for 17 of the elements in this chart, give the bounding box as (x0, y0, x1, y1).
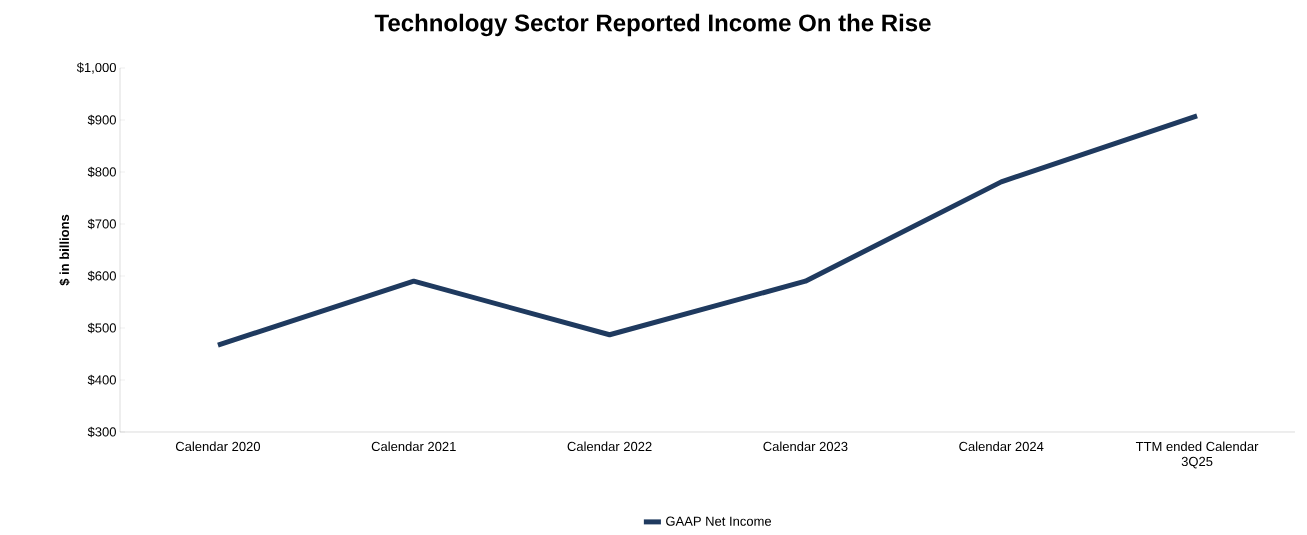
x-tick-label: TTM ended Calendar 3Q25 (1135, 441, 1259, 469)
y-tick-label: $900 (87, 114, 116, 126)
chart-title: Technology Sector Reported Income On the Rise (374, 13, 931, 37)
x-tick-label: Calendar 2021 (371, 441, 456, 452)
x-tick-label: Calendar 2022 (567, 441, 652, 452)
y-tick-label: $300 (87, 426, 116, 438)
y-axis-title: $ in billions (59, 214, 70, 286)
y-tick-label: $400 (87, 374, 116, 386)
y-tick-label: $1,000 (76, 62, 116, 74)
x-tick-label: Calendar 2024 (959, 441, 1044, 452)
x-tick-label: Calendar 2020 (175, 441, 261, 452)
y-tick-label: $600 (87, 270, 116, 282)
y-tick-label: $700 (87, 218, 116, 230)
y-tick-label: $800 (87, 166, 116, 178)
x-tick-label: Calendar 2023 (763, 441, 848, 452)
y-tick-label: $500 (87, 322, 116, 334)
legend-label: GAAP Net Income (666, 516, 772, 526)
